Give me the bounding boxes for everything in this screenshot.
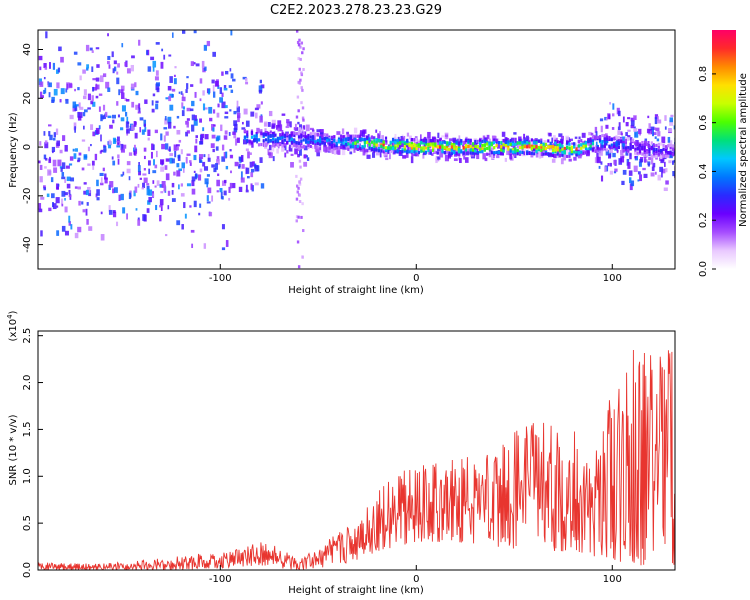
- snr-y-tick-label: 0.5: [22, 515, 33, 531]
- snr-panel: -100 0 100 0.0 0.5 1.0 1.5 2.0 2.5 Height of st…: [6, 310, 676, 596]
- spectrogram-panel: -100 0 100 -40 -20 0 20 40 Height of straight …: [8, 29, 676, 296]
- spectrogram-y-tick-label: 0: [22, 144, 33, 150]
- snr-y-tick-label: 0.0: [22, 562, 33, 578]
- colorbar-label: Normalized spectral amplitude: [738, 73, 749, 227]
- colorbar: 0.0 0.2 0.4 0.6 0.8 Normalized spectral ampl…: [698, 30, 749, 277]
- spectrogram-y-tick-label: -20: [22, 188, 33, 204]
- colorbar-ticks: 0.0 0.2 0.4 0.6 0.8: [698, 66, 716, 277]
- snr-x-tick-label: -100: [209, 574, 232, 585]
- figure-title: C2E2.2023.278.23.23.G29: [270, 3, 442, 18]
- colorbar-tick-label: 0.2: [698, 212, 709, 228]
- snr-y-tick-label: 1.0: [22, 468, 33, 484]
- spectrogram-x-ticks: -100 0 100: [209, 264, 622, 284]
- colorbar-tick-label: 0.6: [698, 115, 709, 131]
- spectrogram-frame: [37, 29, 676, 270]
- spectrogram-y-tick-label: 20: [22, 92, 33, 105]
- spectrogram-y-tick-label: 40: [22, 43, 33, 56]
- snr-y-tick-label: 2.5: [22, 328, 33, 344]
- snr-series-line: [38, 349, 675, 570]
- colorbar-bar: [712, 30, 736, 269]
- spectrogram-y-axis-label: Frequency (Hz): [8, 112, 19, 188]
- snr-y-multiplier: (x104): [6, 310, 19, 341]
- spectrogram-heatmap: [38, 30, 675, 269]
- spectrogram-y-ticks: -40 -20 0 20 40: [22, 43, 43, 253]
- snr-x-tick-label: 100: [603, 574, 622, 585]
- spectrogram-x-tick-label: -100: [209, 273, 232, 284]
- spectrogram-y-tick-label: -40: [22, 236, 33, 252]
- snr-x-tick-label: 0: [413, 574, 419, 585]
- spectrogram-x-tick-label: 100: [603, 273, 622, 284]
- snr-y-axis-label: SNR (10 * v/v): [8, 414, 19, 485]
- snr-y-tick-label: 1.5: [22, 421, 33, 437]
- spectrogram-x-tick-label: 0: [413, 273, 419, 284]
- snr-y-ticks: 0.0 0.5 1.0 1.5 2.0 2.5: [22, 328, 43, 578]
- colorbar-tick-label: 0.4: [698, 163, 709, 179]
- snr-x-axis-label: Height of straight line (km): [288, 585, 424, 596]
- colorbar-tick-label: 0.0: [698, 261, 709, 277]
- spectrogram-x-axis-label: Height of straight line (km): [288, 285, 424, 296]
- colorbar-tick-label: 0.8: [698, 66, 709, 82]
- snr-y-tick-label: 2.0: [22, 375, 33, 391]
- snr-x-ticks: -100 0 100: [209, 565, 622, 585]
- snr-frame: [37, 330, 676, 571]
